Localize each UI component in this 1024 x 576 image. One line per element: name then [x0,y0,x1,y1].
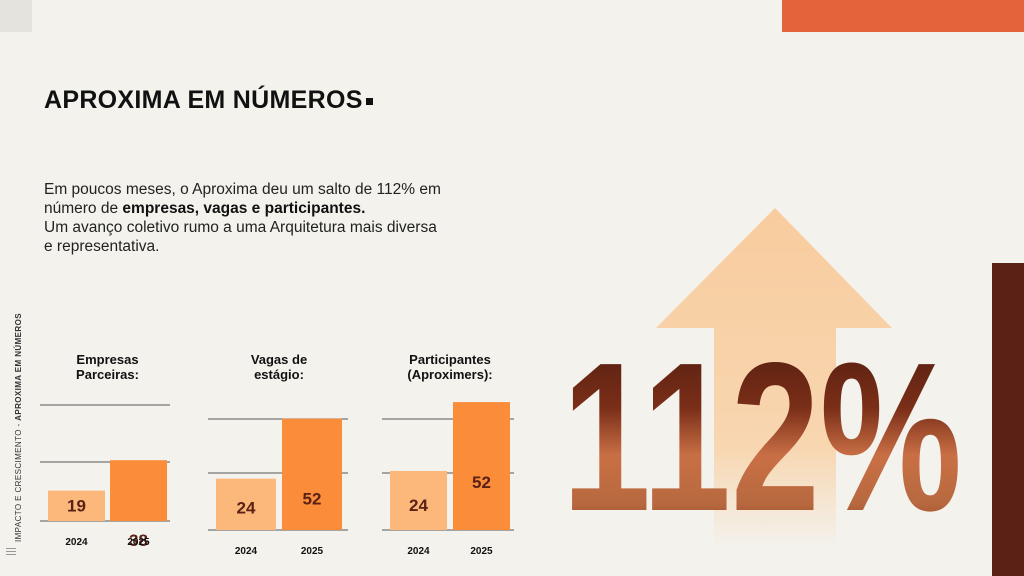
description-line-1: Em poucos meses, o Aproxima deu um salto… [44,181,441,198]
side-label-bold: APROXIMA EM NÚMEROS [14,313,23,421]
page-title-text: APROXIMA EM NÚMEROS [44,86,363,114]
data-label-2025: 38 [129,531,148,550]
description-line-3: Um avanço coletivo rumo a uma Arquitetur… [44,219,437,236]
description: Em poucos meses, o Aproxima deu um salto… [44,180,484,256]
highlight-percentage: 112% [562,330,962,520]
description-line-2-prefix: número de [44,200,123,217]
category-label-2024: 2024 [65,537,88,548]
category-label-2024: 2024 [407,546,430,557]
chart-participantes: Participantes(Aproximers): 24 2024 52 2025 [382,352,514,557]
bar-2025 [110,460,167,521]
description-line-2-bold: empresas, vagas e participantes. [122,200,366,217]
bar-2024 [216,478,276,530]
side-section-label: IMPACTO E CRESCIMENTO - APROXIMA EM NÚME… [14,313,23,542]
right-accent-bar [992,263,1024,576]
chart-title-line: estágio: [254,367,304,382]
category-label-2025: 2025 [301,546,324,557]
top-accent-bar [782,0,1024,32]
description-line-4: e representativa. [44,238,160,255]
data-label-2024: 24 [409,496,428,515]
bar-2024 [48,490,105,521]
chart-title-line: Empresas [76,352,138,367]
data-label-2024: 19 [67,496,86,515]
chart-title-line: Parceiras: [76,367,139,382]
description-line-2: número de empresas, vagas e participante… [44,199,484,218]
bar-2024 [390,470,447,530]
data-label-2025: 52 [303,490,322,509]
up-arrow-icon [656,208,892,548]
bar-2025 [282,418,342,530]
title-square-icon [365,97,373,105]
category-label-2025: 2025 [127,537,150,548]
corner-block [0,0,32,32]
chart-title-line: Vagas de [251,352,307,367]
highlight-value: 112% [562,330,962,520]
chart-title-line: Participantes [409,352,491,367]
page-title: APROXIMA EM NÚMEROS [44,86,373,115]
category-label-2024: 2024 [235,546,258,557]
data-label-2025: 52 [472,473,491,492]
chart-title-line: (Aproximers): [407,367,492,382]
data-label-2024: 24 [237,499,256,518]
category-label-2025: 2025 [470,546,493,557]
bar-2025 [453,402,510,530]
decorative-ticks [6,548,16,560]
side-label-light: IMPACTO E CRESCIMENTO - [14,420,23,542]
